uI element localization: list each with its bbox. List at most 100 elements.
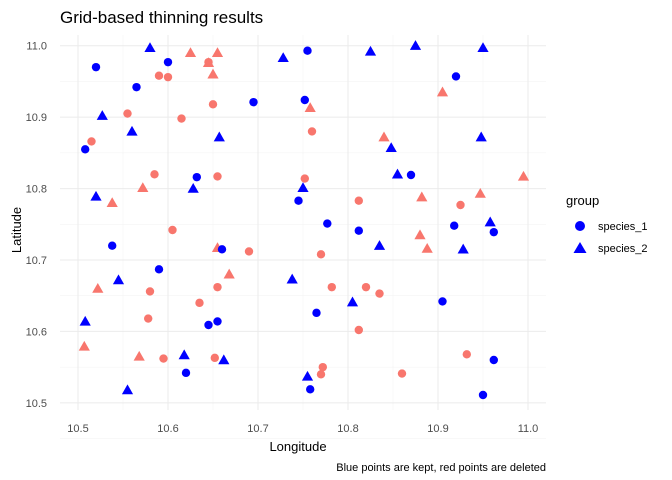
kept-species_1-point [450,221,459,230]
x-tick-label: 10.9 [427,423,448,435]
y-axis-ticks: 10.5 10.6 10.7 10.8 10.9 11.0 [26,41,47,410]
kept-species_1-point [303,46,312,55]
x-axis-title: Longitude [269,439,326,454]
deleted-species_2-point [378,131,390,142]
deleted-species_1-point [354,325,363,335]
kept-species_1-point [489,355,498,365]
legend-key-species-1 [575,221,585,231]
grid-lines [60,35,546,439]
kept-species_1-point [306,385,315,394]
deleted-species_2-point [436,86,449,97]
deleted-species_2-point [211,47,224,58]
kept-species_1-point [323,219,332,228]
kept-species_2-point [96,110,108,120]
kept-species_1-point [312,308,321,318]
kept-species_2-point [475,131,487,142]
x-tick-label: 10.6 [157,423,178,435]
deleted-species_1-point [307,127,317,136]
deleted-species_2-point [106,197,118,208]
kept-species_1-point [451,72,461,81]
deleted-species_1-point [87,137,96,146]
deleted-species_1-point [208,100,218,109]
deleted-species_1-point [354,196,363,205]
kept-species_2-point [409,40,422,50]
deleted-species_1-point [397,369,407,378]
y-tick-label: 10.5 [26,398,47,410]
deleted-species_1-point [195,298,204,308]
deleted-species_2-point [78,340,90,351]
deleted-species_1-point [144,314,153,323]
kept-species_2-point [364,45,377,56]
deleted-species_1-point [168,225,177,235]
kept-species_2-point [112,274,125,285]
deleted-species_2-point [137,182,149,193]
x-axis-ticks: 10.5 10.6 10.7 10.8 10.9 11.0 [67,423,538,435]
kept-species_2-point [286,273,298,284]
kept-species_2-point [484,216,496,227]
deleted-species_2-point [416,191,428,202]
x-tick-label: 10.8 [337,423,358,435]
kept-species_1-point [489,227,498,237]
deleted-species_2-point [474,187,486,198]
deleted-species_1-point [123,109,132,118]
kept-species_1-point [300,95,309,105]
kept-species_2-point [391,168,404,179]
kept-species_1-point [154,265,164,274]
deleted-species_2-point [421,242,433,253]
kept-species_1-point [192,172,201,182]
kept-species_1-point [294,196,303,205]
deleted-species_1-point [159,354,168,363]
x-tick-label: 10.7 [247,423,268,435]
deleted-species_1-point [318,362,327,372]
y-tick-label: 10.8 [26,184,47,196]
y-axis-title: Latitude [9,207,24,253]
kept-species_1-point [354,226,363,235]
y-tick-label: 10.7 [26,255,47,267]
deleted-species_1-point [327,282,336,292]
kept-species_2-point [277,52,289,63]
deleted-species_1-point [154,71,164,80]
x-tick-label: 11.0 [518,423,539,435]
kept-species_2-point [346,296,359,307]
deleted-species_2-point [202,57,215,68]
deleted-species_1-point [316,370,326,379]
y-tick-label: 11.0 [26,41,47,53]
kept-species_2-point [301,370,314,381]
kept-species_1-point [81,145,90,154]
kept-species_1-point [478,390,488,400]
x-tick-label: 10.5 [67,423,88,435]
deleted-species_2-point [304,102,316,113]
deleted-species_1-point [145,287,155,296]
legend-label-species-2: species_2 [598,243,648,255]
deleted-species_1-point [163,72,173,82]
kept-species_2-point [90,190,102,201]
kept-species_1-point [406,170,416,180]
kept-species_2-point [213,131,225,142]
deleted-species_1-point [213,282,222,292]
kept-species_2-point [297,182,309,193]
kept-species_2-point [385,142,397,153]
deleted-species_1-point [244,247,254,256]
deleted-species_2-point [133,350,145,361]
deleted-species_1-point [462,350,471,359]
deleted-species_1-point [361,282,371,292]
kept-species_1-point [163,57,173,67]
deleted-species_2-point [207,68,219,79]
kept-species_2-point [126,125,138,136]
kept-species_1-point [108,241,117,250]
legend: group species_1 species_2 [566,193,648,255]
kept-species_2-point [457,243,469,254]
kept-species_2-point [178,349,190,360]
kept-species_2-point [218,354,230,365]
kept-species_2-point [144,42,156,53]
legend-key-species-2 [573,242,587,253]
deleted-species_1-point [300,174,309,183]
deleted-species_2-point [223,268,235,279]
chart-title: Grid-based thinning results [60,8,263,27]
deleted-species_2-point [517,170,530,181]
kept-species_1-point [213,317,222,326]
deleted-species_2-point [414,229,426,240]
deleted-species_1-point [177,114,186,123]
kept-species_1-point [91,62,101,72]
